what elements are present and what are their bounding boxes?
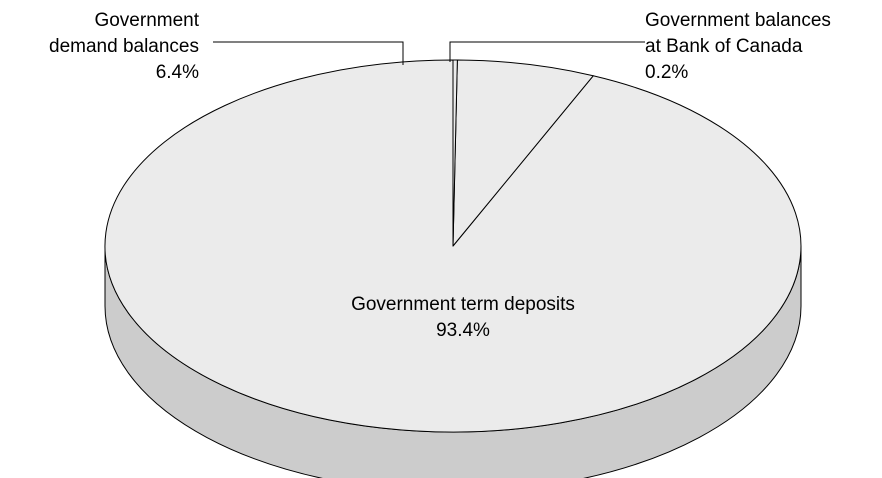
label-demand-balances-line2: demand balances [49, 36, 199, 57]
label-term-deposits-line1: Government term deposits [351, 294, 575, 315]
label-demand-balances-line1: Government [94, 10, 199, 31]
label-bank-of-canada-line2: at Bank of Canada [645, 36, 803, 57]
leader-line-bank-of-canada [449, 41, 645, 62]
label-demand-balances-value: 6.4% [156, 62, 199, 83]
leader-line-demand-balances [213, 41, 404, 65]
label-bank-of-canada-value: 0.2% [645, 62, 688, 83]
pie-slice-government-demand-balances [452, 59, 594, 247]
pie-layer [104, 59, 802, 478]
pie-slice-government-balances-at-bank-of-canada [452, 59, 458, 247]
label-bank-of-canada-line1: Government balances [645, 10, 831, 31]
label-term-deposits-value: 93.4% [436, 320, 490, 341]
